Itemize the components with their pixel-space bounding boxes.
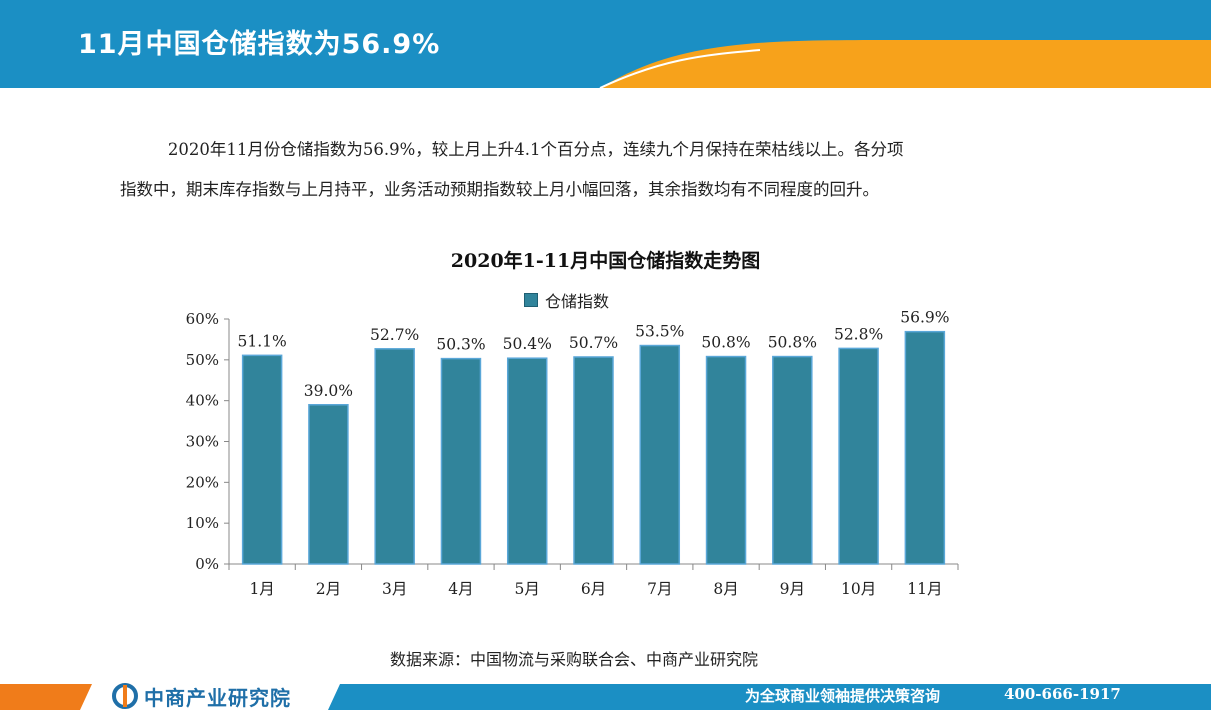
- bar: [772, 355, 813, 565]
- bar: [705, 355, 747, 565]
- bar: [573, 356, 614, 565]
- y-tick-label: 30%: [186, 433, 219, 451]
- bar: [904, 330, 946, 565]
- data-label: 51.1%: [238, 332, 287, 350]
- summary-line-2: 指数中，期末库存指数与上月持平，业务活动预期指数较上月小幅回落，其余指数均有不同…: [120, 180, 879, 199]
- data-label: 50.7%: [569, 334, 618, 352]
- data-label: 50.4%: [503, 335, 552, 353]
- y-tick-label: 0%: [195, 555, 219, 573]
- footer-slogan: 为全球商业领袖提供决策咨询: [745, 687, 941, 705]
- x-tick-label: 10月: [841, 580, 876, 598]
- x-tick-label: 8月: [713, 580, 738, 598]
- bar: [440, 357, 482, 565]
- x-tick-label: 1月: [249, 580, 274, 598]
- x-tick-label: 4月: [448, 580, 473, 598]
- y-tick-label: 10%: [186, 514, 219, 532]
- x-tick-label: 2月: [316, 580, 341, 598]
- header-background: [0, 0, 1211, 88]
- data-label: 39.0%: [304, 382, 353, 400]
- x-tick-label: 9月: [780, 580, 805, 598]
- y-tick-label: 60%: [186, 310, 219, 328]
- x-tick-label: 5月: [515, 580, 540, 598]
- chart-legend: 仓储指数: [524, 290, 610, 311]
- bar: [838, 347, 879, 565]
- legend-label: 仓储指数: [545, 292, 610, 311]
- data-label: 50.3%: [436, 336, 485, 354]
- data-source: 数据来源：中国物流与采购联合会、中商产业研究院: [390, 650, 759, 669]
- y-tick-label: 20%: [186, 473, 219, 491]
- y-tick-label: 40%: [186, 392, 219, 410]
- footer-bar: [0, 680, 1211, 712]
- page-title: 11月中国仓储指数为56.9%: [78, 29, 441, 60]
- data-label: 50.8%: [768, 334, 817, 352]
- logo-text: 中商产业研究院: [144, 685, 291, 710]
- data-label: 53.5%: [635, 323, 684, 341]
- chart-title: 2020年1-11月中国仓储指数走势图: [450, 250, 761, 272]
- bar: [374, 348, 415, 565]
- data-label: 56.9%: [900, 309, 949, 327]
- company-logo: 中商产业研究院: [112, 683, 291, 710]
- footer-background: [0, 684, 1211, 710]
- x-tick-label: 7月: [647, 580, 672, 598]
- summary-paragraph: 2020年11月份仓储指数为56.9%，较上月上升4.1个百分点，连续九个月保持…: [120, 130, 1100, 210]
- data-label: 52.8%: [834, 325, 883, 343]
- legend-swatch: [524, 293, 538, 307]
- summary-line-1: 2020年11月份仓储指数为56.9%，较上月上升4.1个百分点，连续九个月保持…: [167, 140, 904, 159]
- y-tick-label: 50%: [186, 351, 219, 369]
- header-banner: 11月中国仓储指数为56.9%: [0, 0, 1211, 88]
- bar-chart: 0% 10% 20% 30% 40% 50% 60% 51.1% 1月 39.0% 2月 52.7% 3…: [186, 309, 959, 598]
- bar: [639, 344, 681, 565]
- bar: [506, 357, 548, 565]
- x-tick-label: 3月: [382, 580, 407, 598]
- logo-mark-icon: [112, 683, 138, 709]
- bar: [241, 354, 283, 565]
- footer-phone: 400-666-1917: [1004, 685, 1121, 703]
- x-tick-label: 11月: [907, 580, 942, 598]
- bar: [308, 404, 349, 565]
- data-label: 52.7%: [370, 326, 419, 344]
- data-label: 50.8%: [701, 334, 750, 352]
- x-tick-label: 6月: [581, 580, 606, 598]
